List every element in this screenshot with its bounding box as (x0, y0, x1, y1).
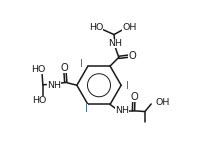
Text: I: I (126, 81, 129, 91)
Text: OH: OH (122, 23, 137, 32)
Text: NH: NH (108, 39, 122, 48)
Text: NH: NH (115, 106, 129, 115)
Text: O: O (128, 51, 136, 61)
Text: OH: OH (155, 98, 169, 107)
Text: I: I (80, 59, 83, 69)
Text: HO: HO (89, 23, 103, 32)
Text: NH: NH (47, 81, 61, 90)
Text: O: O (131, 91, 138, 102)
Text: HO: HO (31, 65, 45, 74)
Text: O: O (60, 63, 68, 73)
Text: I: I (85, 104, 88, 114)
Text: HO: HO (32, 96, 46, 105)
